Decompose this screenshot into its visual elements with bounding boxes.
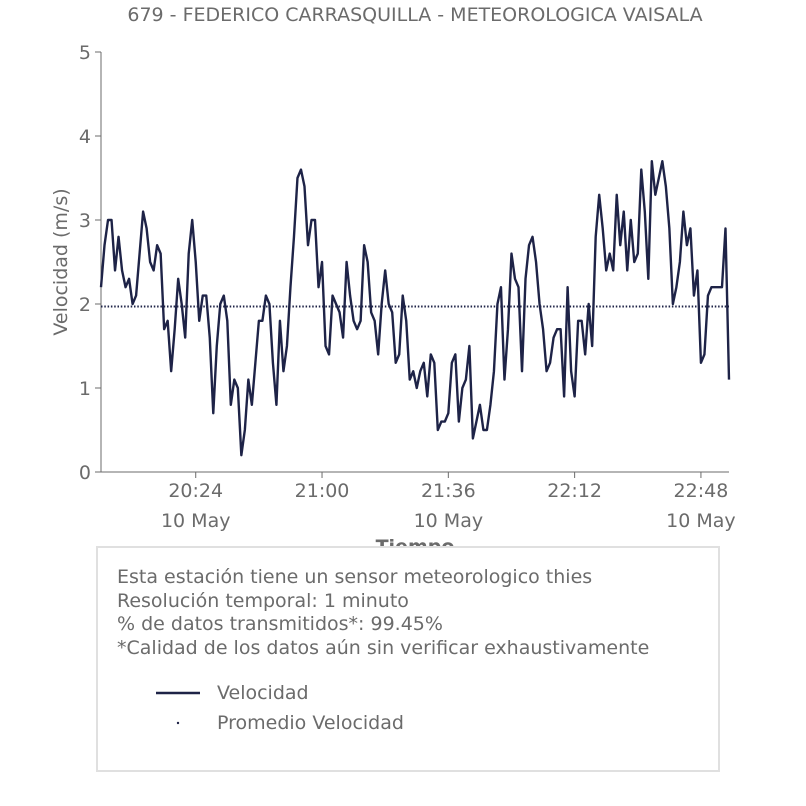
x-tick-label: 22:48	[674, 480, 729, 502]
y-tick-label: 3	[79, 210, 91, 232]
dot-icon	[156, 711, 200, 735]
legend-item-velocidad: Velocidad	[156, 681, 309, 705]
solid-line-icon	[156, 681, 200, 705]
info-line-quality: *Calidad de los datos aún sin verificar …	[117, 636, 650, 659]
legend-label: Velocidad	[217, 682, 309, 704]
y-tick-label: 5	[79, 42, 91, 64]
x-tick-label: 20:24	[168, 480, 223, 502]
y-tick-label: 4	[79, 126, 91, 148]
info-line-transmitted: % de datos transmitidos*: 99.45%	[117, 613, 443, 635]
x-tick-date-label: 10 May	[161, 510, 231, 532]
y-tick-label: 1	[79, 378, 91, 400]
x-axis-ticks: 20:24 10 May 21:00 21:36 10 May 22:12 22:48 10 …	[161, 472, 736, 532]
legend-label: Promedio Velocidad	[217, 712, 404, 734]
info-legend-box: Esta estación tiene un sensor meteorolog…	[96, 546, 720, 772]
y-tick-label: 0	[79, 462, 91, 484]
y-axis-ticks: 0 1 2 3 4 5	[79, 42, 101, 484]
legend-item-promedio: Promedio Velocidad	[156, 711, 404, 735]
station-info: Esta estación tiene un sensor meteorolog…	[117, 566, 649, 660]
x-tick-label: 21:00	[295, 480, 350, 502]
x-tick-date-label: 10 May	[414, 510, 484, 532]
series-line-velocidad	[99, 159, 731, 457]
y-tick-label: 2	[79, 294, 91, 316]
x-tick-date-label: 10 May	[666, 510, 736, 532]
x-tick-label: 22:12	[547, 480, 602, 502]
x-tick-label: 21:36	[421, 480, 476, 502]
series-layer	[99, 159, 731, 457]
y-axis-label: Velocidad (m/s)	[50, 188, 72, 335]
info-line-sensor: Esta estación tiene un sensor meteorolog…	[117, 566, 593, 588]
axes	[100, 52, 729, 473]
chart-title: 679 - FEDERICO CARRASQUILLA - METEOROLOG…	[127, 4, 702, 26]
info-line-resolution: Resolución temporal: 1 minuto	[117, 589, 409, 612]
